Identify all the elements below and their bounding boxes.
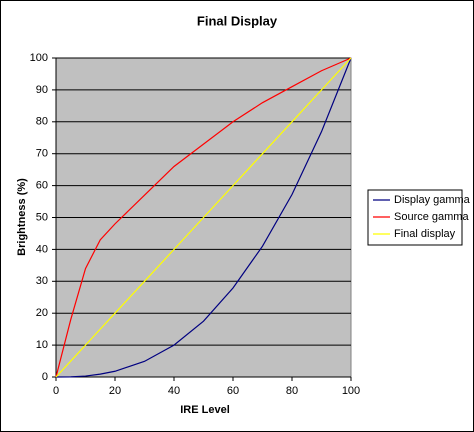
x-tick-label: 80 [286, 385, 298, 397]
y-axis-title: Brightness (%) [16, 178, 28, 256]
series-line [55, 57, 352, 378]
x-tick-label: 40 [168, 385, 180, 397]
y-tick-label: 20 [36, 307, 48, 319]
legend-label: Source gamma [394, 211, 469, 223]
y-tick-label: 40 [36, 243, 48, 255]
series-line [55, 57, 352, 378]
y-tick-label: 80 [36, 116, 48, 128]
y-tick-label: 70 [36, 148, 48, 160]
x-tick-label: 60 [227, 385, 239, 397]
y-tick-label: 30 [36, 275, 48, 287]
legend-label: Display gamma [394, 194, 471, 206]
y-tick-label: 100 [30, 52, 48, 64]
x-axis-title: IRE Level [180, 404, 230, 416]
y-tick-label: 10 [36, 339, 48, 351]
series-line [55, 57, 352, 378]
x-tick-label: 20 [109, 385, 121, 397]
y-tick-label: 50 [36, 211, 48, 223]
y-tick-label: 90 [36, 84, 48, 96]
y-tick-label: 60 [36, 180, 48, 192]
x-tick-label: 0 [53, 385, 59, 397]
x-tick-label: 100 [342, 385, 360, 397]
chart-title: Final Display [197, 13, 278, 28]
legend-label: Final display [394, 228, 456, 240]
y-tick-label: 0 [42, 371, 48, 383]
